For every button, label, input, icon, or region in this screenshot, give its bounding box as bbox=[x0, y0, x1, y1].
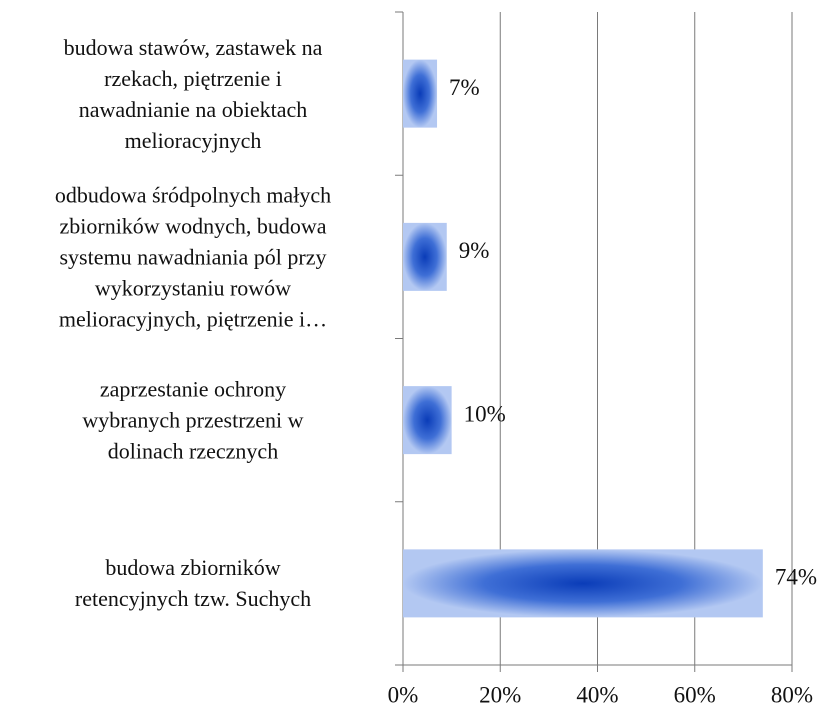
x-tick-label: 40% bbox=[576, 682, 618, 707]
bar bbox=[403, 59, 438, 128]
category-label: budowa zbiorników retencyjnych tzw. Such… bbox=[74, 555, 312, 612]
value-label: 74% bbox=[775, 565, 817, 590]
category-label: odbudowa śródpolnych małych zbiorników w… bbox=[54, 182, 332, 332]
bar bbox=[403, 549, 763, 618]
value-label: 7% bbox=[449, 75, 480, 100]
category-label: budowa stawów, zastawek na rzekach, pięt… bbox=[63, 34, 323, 153]
value-label: 9% bbox=[459, 238, 490, 263]
x-tick-label: 60% bbox=[674, 682, 716, 707]
x-tick-label: 0% bbox=[388, 682, 419, 707]
x-tick-label: 20% bbox=[479, 682, 521, 707]
value-label: 10% bbox=[464, 401, 506, 426]
x-tick-label: 80% bbox=[771, 682, 813, 707]
bar bbox=[403, 386, 452, 455]
bar bbox=[403, 222, 447, 291]
category-label: zaprzestanie ochrony wybranych przestrze… bbox=[82, 376, 304, 464]
